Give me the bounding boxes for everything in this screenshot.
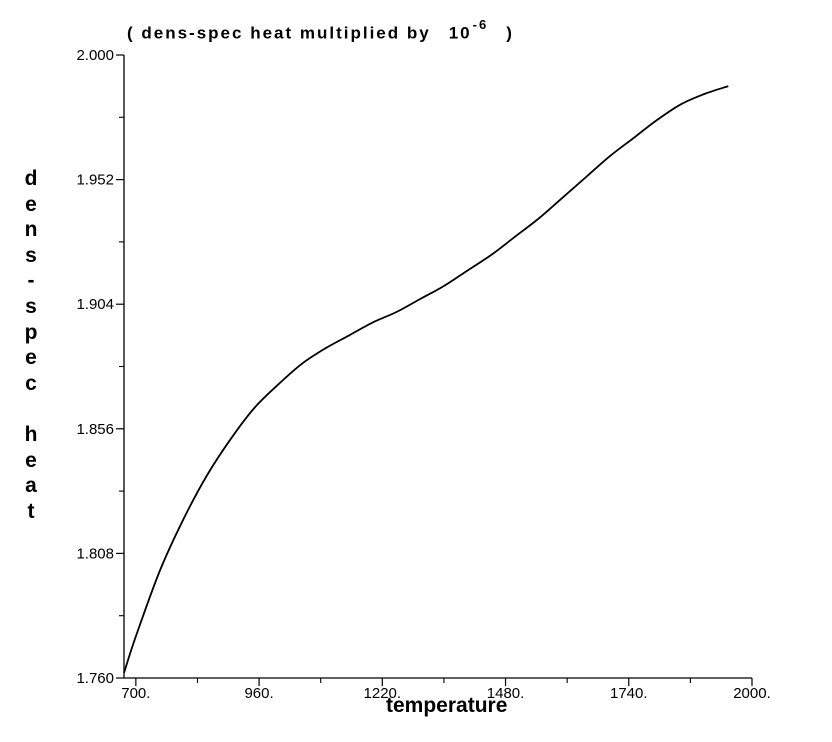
y-axis-label-char [14,396,48,422]
caption-suffix: ) [506,23,514,43]
y-axis-label-char: c [25,371,37,395]
y-axis-label-char: a [25,474,37,498]
caption-exponent: -6 [472,17,489,32]
y-axis-label-char: n [24,218,38,242]
y-tick-label: 1.952 [76,172,114,189]
x-tick-label: 700. [121,685,150,702]
x-tick-label: 1220. [364,685,402,702]
x-tick-label: 1740. [610,685,648,702]
y-tick-label: 1.904 [76,296,114,313]
y-axis-label-char: h [24,422,38,446]
y-axis-label-char: s [25,294,37,318]
x-tick-label: 960. [244,685,273,702]
y-axis-label-char: e [25,192,37,216]
y-axis-label-char: d [24,167,38,190]
y-tick-label: 2.000 [76,47,114,64]
y-axis-label-char: e [25,448,37,472]
caption-prefix: ( dens-spec heat multiplied by [127,23,431,43]
tick-labels: 1.760 1.808 1.856 1.904 1.952 2.000 700. 960. 12… [76,47,770,702]
y-axis-label-char: p [24,320,38,344]
series-group [123,85,729,674]
y-axis-label-char: e [25,346,37,370]
y-axis-label-char: s [25,243,37,267]
chart-caption: ( dens-spec heat multiplied by 10-6) [127,17,514,44]
y-axis-label-char: t [27,499,35,523]
ticks [116,54,753,686]
x-tick-label: 1480. [487,685,525,702]
caption-base: 10 [448,23,472,43]
x-axis-label: temperature [386,694,508,717]
y-tick-label: 1.856 [76,421,114,438]
y-axis-label-char: - [27,269,35,293]
axes [123,55,752,679]
y-tick-label: 1.808 [76,545,114,562]
y-tick-label: 1.760 [76,670,114,687]
x-tick-label: 2000. [733,685,771,702]
series-line [123,85,729,674]
